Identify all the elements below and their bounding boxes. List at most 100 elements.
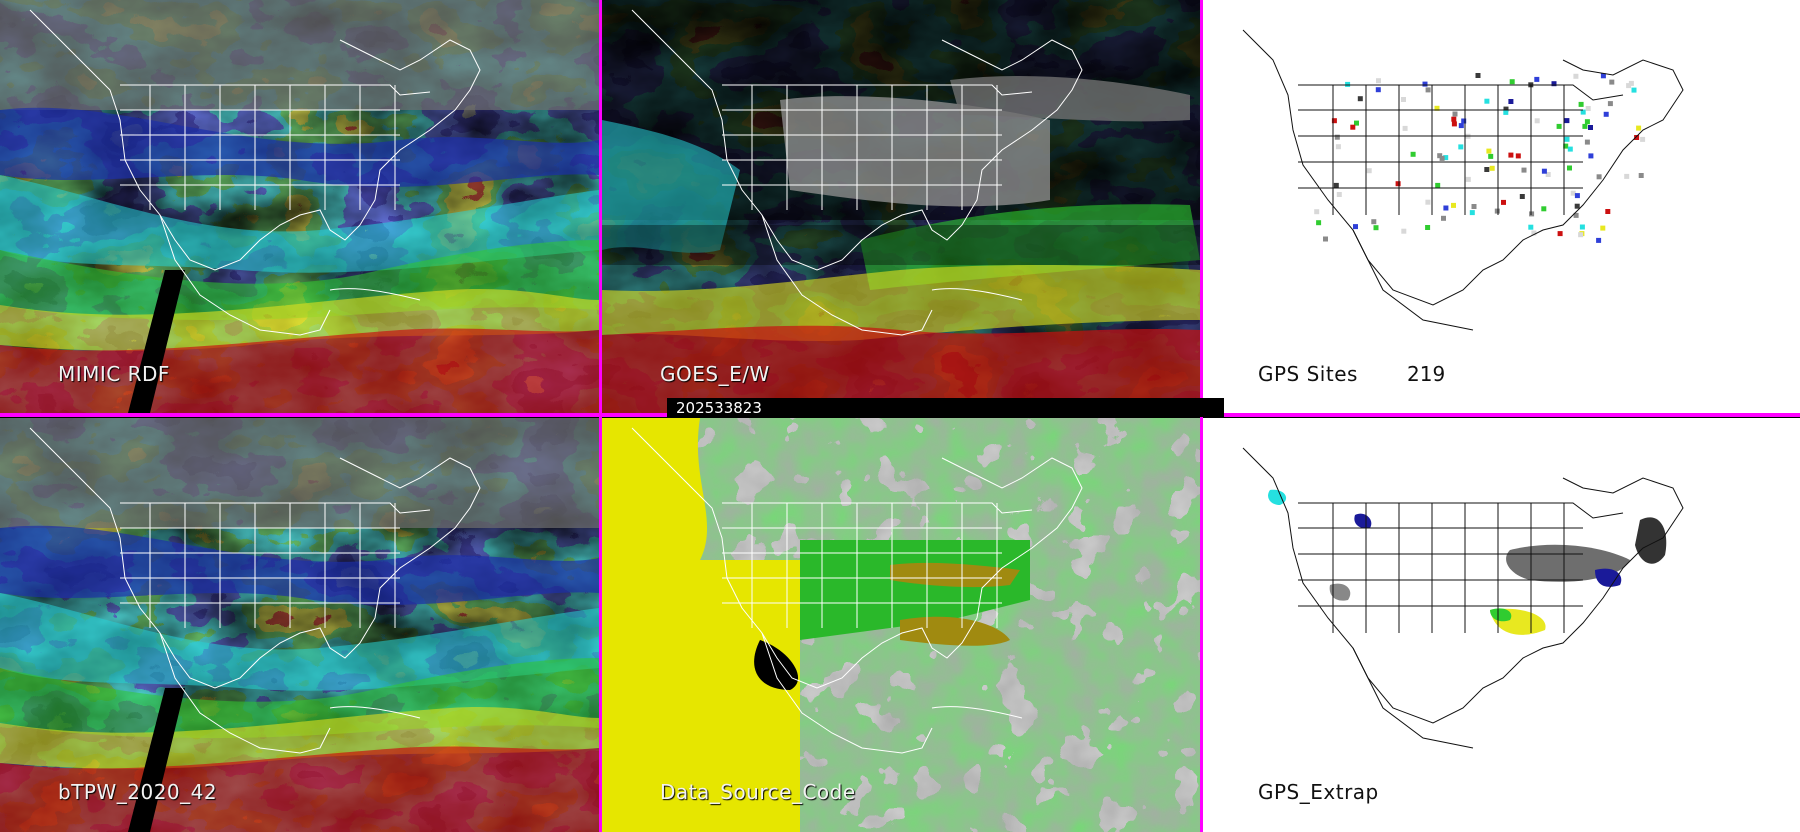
gps-site-marker bbox=[1564, 136, 1570, 142]
boundary-line bbox=[329, 706, 421, 719]
gps-site-marker bbox=[1484, 98, 1490, 104]
gps-site-marker bbox=[1437, 153, 1443, 159]
gps-site-marker bbox=[1519, 194, 1525, 199]
gps-site-marker bbox=[1331, 118, 1337, 124]
gps-site-marker bbox=[1585, 106, 1591, 111]
btpw-label: bTPW_2020_42 bbox=[58, 780, 218, 804]
boundary-line bbox=[159, 214, 331, 336]
gps-site-marker bbox=[1582, 123, 1588, 129]
gps-site-marker bbox=[1503, 106, 1509, 112]
gps-site-marker bbox=[1357, 96, 1363, 102]
gps-site-marker bbox=[1439, 155, 1445, 161]
gps-site-marker bbox=[1584, 139, 1590, 145]
boundary-line bbox=[29, 9, 481, 271]
gps-site-marker bbox=[1584, 119, 1590, 125]
gps-site-marker bbox=[1471, 204, 1477, 209]
gps-site-marker bbox=[1461, 118, 1467, 124]
gps-site-marker bbox=[1607, 101, 1613, 107]
gps-site-marker bbox=[1603, 111, 1609, 117]
gps-site-marker bbox=[1588, 125, 1593, 130]
gps-site-marker bbox=[1443, 155, 1449, 161]
gps-site-marker bbox=[1469, 210, 1475, 216]
gps-site-marker bbox=[1528, 224, 1534, 230]
gps-site-marker bbox=[1458, 123, 1464, 129]
gps-site-markers bbox=[1314, 73, 1646, 243]
gps-site-marker bbox=[1573, 212, 1579, 218]
gps-site-marker bbox=[1551, 81, 1557, 87]
gps-site-marker bbox=[1596, 237, 1602, 243]
gps-site-marker bbox=[1534, 118, 1540, 124]
gps-site-marker bbox=[1323, 236, 1328, 242]
gps-site-marker bbox=[1488, 153, 1494, 159]
gps-site-marker bbox=[1634, 135, 1640, 140]
gps-site-marker bbox=[1425, 199, 1431, 205]
boundary-line bbox=[1242, 447, 1684, 724]
gps-site-marker bbox=[1541, 168, 1547, 174]
gps-site-marker bbox=[1534, 76, 1540, 82]
gps-site-marker bbox=[1336, 192, 1342, 197]
boundary-line bbox=[1242, 29, 1684, 306]
goes-ew-label: GOES_E/W bbox=[660, 362, 770, 386]
gps-site-marker bbox=[1640, 136, 1646, 142]
gps-site-marker bbox=[1354, 120, 1359, 126]
gps-site-marker bbox=[1567, 165, 1572, 171]
gps-site-marker bbox=[1567, 146, 1573, 152]
gps-site-marker bbox=[1316, 220, 1322, 226]
gps-site-marker bbox=[1458, 144, 1464, 150]
gps-site-marker bbox=[1350, 124, 1356, 130]
gps-site-marker bbox=[1345, 81, 1351, 87]
gps-site-marker bbox=[1509, 79, 1515, 85]
gps-site-marker bbox=[1494, 208, 1500, 214]
gps-site-marker bbox=[1434, 105, 1440, 111]
gps-site-marker bbox=[1545, 172, 1551, 177]
mimic-rdf-label: MIMIC RDF bbox=[58, 362, 170, 386]
gps-site-marker bbox=[1373, 225, 1379, 231]
gps-site-marker bbox=[1578, 232, 1584, 238]
gps-site-marker bbox=[1425, 87, 1431, 93]
boundary-line bbox=[1298, 84, 1624, 101]
gps-site-marker bbox=[1451, 116, 1457, 122]
boundary-line bbox=[931, 706, 1023, 719]
gps-site-marker bbox=[1475, 73, 1481, 78]
gps-site-marker bbox=[1451, 121, 1457, 127]
gps-site-marker bbox=[1628, 80, 1634, 86]
gps-site-marker bbox=[1443, 205, 1449, 211]
gps-site-marker bbox=[1541, 206, 1547, 212]
gps-site-marker bbox=[1529, 211, 1535, 217]
boundary-line bbox=[159, 632, 331, 754]
gps-site-marker bbox=[1580, 109, 1586, 115]
gps-site-marker bbox=[1638, 173, 1644, 178]
boundary-line bbox=[631, 9, 1083, 271]
gps-site-marker bbox=[1570, 190, 1576, 196]
gps-site-marker bbox=[1574, 193, 1580, 199]
gps-site-marker bbox=[1395, 181, 1401, 187]
gps-site-marker bbox=[1631, 87, 1637, 93]
gps-sites-panel bbox=[1203, 0, 1800, 413]
gps-site-marker bbox=[1314, 209, 1320, 215]
gps-site-marker bbox=[1609, 79, 1615, 85]
boundary-line bbox=[761, 214, 933, 336]
boundary-line bbox=[329, 288, 421, 301]
boundary-line bbox=[1298, 502, 1624, 519]
gps-site-marker bbox=[1333, 182, 1339, 188]
gps-site-marker bbox=[1452, 111, 1458, 117]
gps-site-marker bbox=[1422, 81, 1428, 87]
gps-site-marker bbox=[1579, 224, 1585, 230]
gps-site-marker bbox=[1605, 209, 1611, 214]
data-source-code-label: Data_Source_Code bbox=[660, 780, 856, 804]
gps-site-marker bbox=[1557, 231, 1563, 237]
boundary-line bbox=[931, 288, 1023, 301]
gps-site-marker bbox=[1401, 228, 1407, 234]
gps-site-marker bbox=[1335, 144, 1341, 150]
gps-site-marker bbox=[1626, 83, 1632, 89]
gps-site-marker bbox=[1503, 109, 1509, 115]
gps-site-marker bbox=[1371, 219, 1377, 225]
gps-site-marker bbox=[1366, 168, 1372, 174]
gps-site-marker bbox=[1596, 174, 1602, 180]
gps-site-marker bbox=[1508, 99, 1514, 104]
gps-site-marker bbox=[1600, 225, 1606, 231]
gps-site-marker bbox=[1376, 78, 1381, 84]
gps-site-marker bbox=[1334, 134, 1340, 140]
gps-site-marker bbox=[1486, 148, 1492, 154]
